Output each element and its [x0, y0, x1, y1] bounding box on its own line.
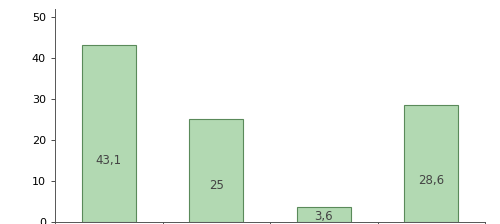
Bar	[82, 45, 136, 222]
Text: 25: 25	[209, 179, 224, 192]
Text: 28,6: 28,6	[418, 174, 444, 187]
Bar	[404, 105, 458, 222]
Bar	[190, 119, 243, 222]
Bar	[297, 207, 350, 222]
Text: 43,1: 43,1	[96, 153, 122, 166]
Text: 3,6: 3,6	[314, 210, 333, 223]
